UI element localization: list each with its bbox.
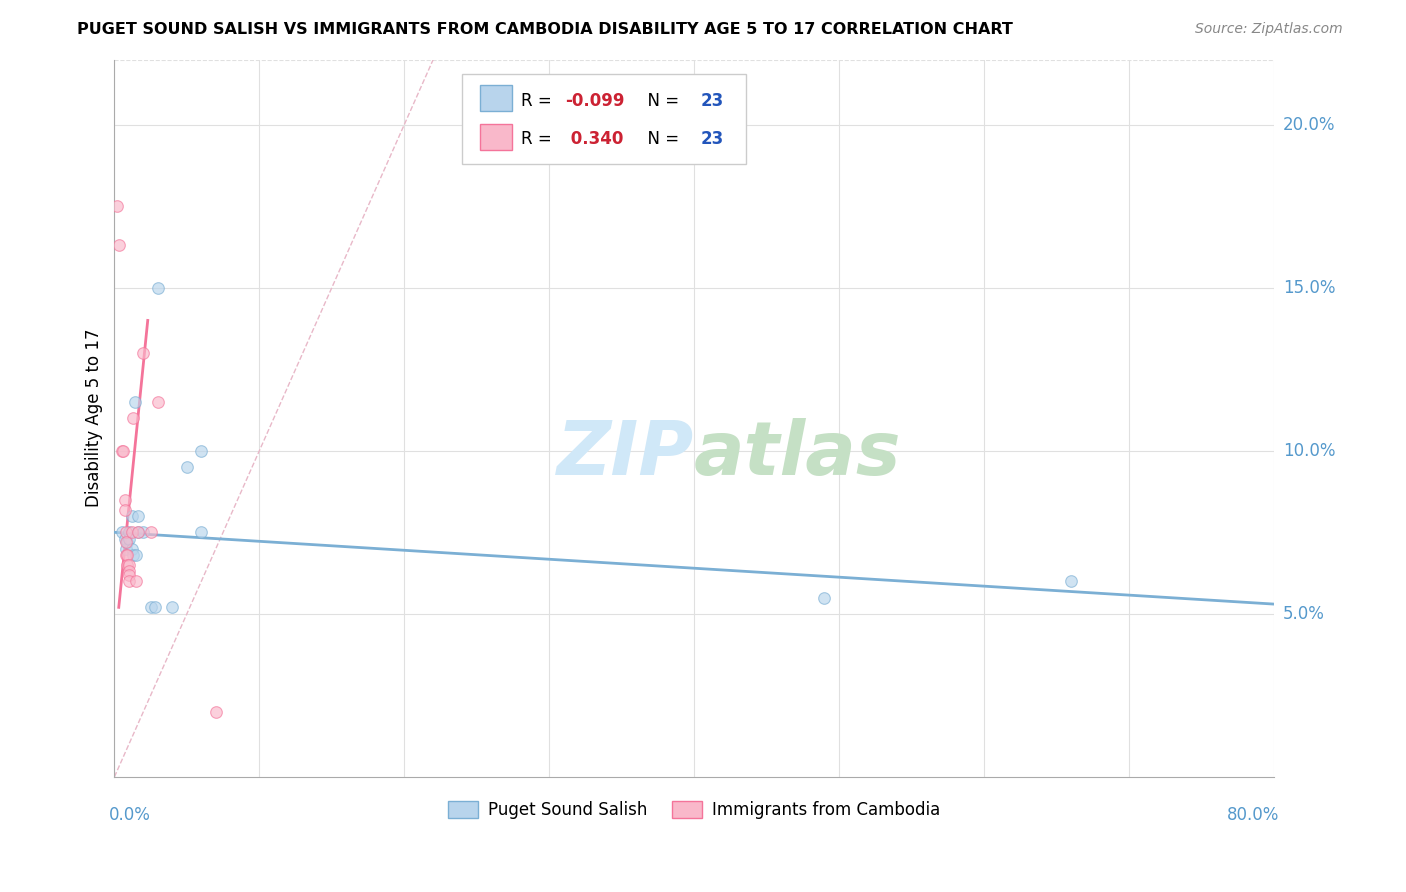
Point — [118, 525, 141, 540]
Point — [115, 525, 138, 540]
Point — [111, 443, 134, 458]
Point — [117, 535, 139, 549]
Text: R =: R = — [522, 92, 557, 110]
Point — [105, 199, 128, 213]
Point — [146, 281, 169, 295]
Point — [125, 548, 148, 562]
Point — [111, 525, 134, 540]
Point — [117, 558, 139, 572]
Text: N =: N = — [637, 92, 685, 110]
Point — [205, 705, 228, 719]
Point — [143, 600, 166, 615]
Point — [118, 567, 141, 582]
Point — [127, 525, 149, 540]
Point — [121, 525, 143, 540]
Point — [118, 565, 141, 579]
Text: 80.0%: 80.0% — [1227, 805, 1279, 823]
Text: -0.099: -0.099 — [565, 92, 624, 110]
Point — [118, 558, 141, 572]
Point — [117, 548, 139, 562]
FancyBboxPatch shape — [463, 74, 747, 163]
Point — [127, 525, 149, 540]
Point — [122, 548, 145, 562]
Point — [139, 600, 162, 615]
Legend: Puget Sound Salish, Immigrants from Cambodia: Puget Sound Salish, Immigrants from Camb… — [441, 795, 948, 826]
Text: 5.0%: 5.0% — [1282, 605, 1324, 623]
Bar — [479, 85, 512, 112]
Point — [118, 532, 141, 546]
Text: atlas: atlas — [695, 417, 901, 491]
Point — [122, 411, 145, 425]
Y-axis label: Disability Age 5 to 17: Disability Age 5 to 17 — [86, 329, 103, 508]
Point — [112, 443, 135, 458]
Text: N =: N = — [637, 130, 685, 148]
Point — [114, 492, 136, 507]
Point — [127, 509, 149, 524]
Point — [124, 395, 146, 409]
Point — [121, 541, 143, 556]
Text: 0.0%: 0.0% — [108, 805, 150, 823]
Point — [121, 509, 143, 524]
Point — [1060, 574, 1083, 589]
Point — [176, 460, 198, 475]
Text: 15.0%: 15.0% — [1282, 279, 1336, 297]
Text: 0.340: 0.340 — [565, 130, 624, 148]
Text: R =: R = — [522, 130, 557, 148]
Bar — [479, 124, 512, 150]
Point — [114, 502, 136, 516]
Point — [132, 525, 155, 540]
Text: 10.0%: 10.0% — [1282, 442, 1336, 460]
Point — [139, 525, 162, 540]
Text: 23: 23 — [702, 130, 724, 148]
Point — [813, 591, 835, 605]
Point — [162, 600, 184, 615]
Point — [115, 535, 138, 549]
Point — [190, 443, 212, 458]
Text: Source: ZipAtlas.com: Source: ZipAtlas.com — [1195, 22, 1343, 37]
Point — [190, 525, 212, 540]
Text: 20.0%: 20.0% — [1282, 116, 1336, 134]
Point — [146, 395, 169, 409]
Point — [115, 548, 138, 562]
Text: PUGET SOUND SALISH VS IMMIGRANTS FROM CAMBODIA DISABILITY AGE 5 TO 17 CORRELATIO: PUGET SOUND SALISH VS IMMIGRANTS FROM CA… — [77, 22, 1014, 37]
Point — [115, 541, 138, 556]
Text: 23: 23 — [702, 92, 724, 110]
Point — [114, 532, 136, 546]
Point — [125, 574, 148, 589]
Point — [132, 346, 155, 360]
Text: ZIP: ZIP — [557, 417, 695, 491]
Point — [118, 574, 141, 589]
Point — [107, 238, 129, 252]
